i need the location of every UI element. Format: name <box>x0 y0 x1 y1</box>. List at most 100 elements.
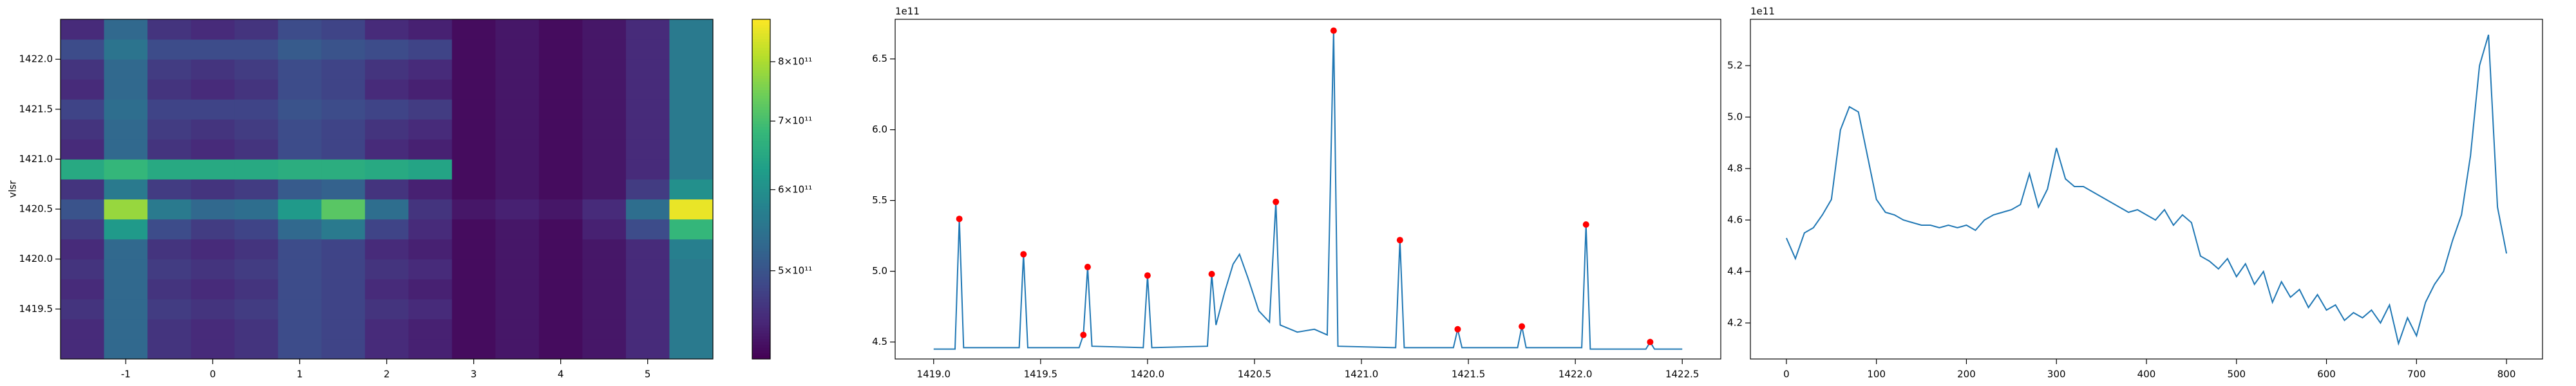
heatmap-cell <box>147 199 192 220</box>
heatmap-cell <box>104 259 148 280</box>
heatmap-cell <box>147 19 192 40</box>
colorbar-swatch <box>752 254 770 258</box>
colorbar-swatch <box>752 345 770 348</box>
heatmap-cell <box>61 279 105 300</box>
colorbar-swatch <box>752 178 770 181</box>
heatmap-cell <box>538 99 583 120</box>
heatmap-cell <box>669 79 714 100</box>
colorbar-swatch <box>752 141 770 145</box>
peak-marker <box>1020 251 1027 258</box>
heatmap-cell <box>669 199 714 220</box>
heatmap-cell <box>191 338 235 360</box>
colorbar-swatch <box>752 158 770 161</box>
colorbar-swatch <box>752 70 770 74</box>
heatmap-cell <box>365 59 409 80</box>
heatmap-cell <box>147 119 192 140</box>
heatmap-cell <box>625 39 670 60</box>
colorbar-swatch <box>752 33 770 37</box>
heatmap-cell <box>625 239 670 260</box>
colorbar-tick-label: 6×10¹¹ <box>778 183 812 195</box>
colorbar-swatch <box>752 240 770 244</box>
colorbar-swatch <box>752 277 770 280</box>
heatmap-cell <box>408 39 453 60</box>
heatmap-cell <box>104 59 148 80</box>
y-tick-label: 4.8 <box>1727 163 1743 174</box>
heatmap-cell <box>538 19 583 40</box>
colorbar-swatch <box>752 220 770 224</box>
heatmap-cell <box>234 59 279 80</box>
colorbar-swatch <box>752 62 770 65</box>
colorbar-swatch <box>752 325 770 329</box>
colorbar-swatch <box>752 313 770 317</box>
colorbar-swatch <box>752 28 770 32</box>
colorbar-swatch <box>752 234 770 238</box>
heatmap-cell <box>278 279 322 300</box>
heatmap-cell <box>669 99 714 120</box>
heatmap-cell <box>451 219 496 240</box>
colorbar-swatch <box>752 64 770 68</box>
heatmap-cell <box>408 318 453 340</box>
heatmap-cell <box>669 259 714 280</box>
colorbar-swatch <box>752 268 770 272</box>
x-tick-label: 500 <box>2227 369 2246 380</box>
heatmap-cell <box>191 99 235 120</box>
heatmap-cell <box>669 119 714 140</box>
colorbar-swatch <box>752 87 770 91</box>
colorbar-swatch <box>752 183 770 187</box>
x-tick-label: 2 <box>384 369 390 380</box>
heatmap-cell <box>104 19 148 40</box>
heatmap-cell <box>321 99 366 120</box>
heatmap-cell <box>191 139 235 160</box>
heatmap-cell <box>234 159 279 179</box>
y-tick-label: 1421.5 <box>19 103 53 115</box>
heatmap-cell <box>191 199 235 220</box>
x-tick-label: 1421.5 <box>1452 369 1486 380</box>
colorbar-swatch <box>752 243 770 246</box>
heatmap-cell <box>365 39 409 60</box>
heatmap-cell <box>669 19 714 40</box>
heatmap-cell <box>451 139 496 160</box>
heatmap-cell <box>61 119 105 140</box>
heatmap-cell <box>365 19 409 40</box>
heatmap-cell <box>147 338 192 360</box>
heatmap-cell <box>321 279 366 300</box>
axes-frame <box>1750 19 2543 360</box>
heatmap-cell <box>278 119 322 140</box>
heatmap-cell <box>625 219 670 240</box>
heatmap-cell <box>191 19 235 40</box>
colorbar-swatch <box>752 279 770 283</box>
heatmap-cell <box>234 39 279 60</box>
heatmap-cell <box>669 179 714 200</box>
heatmap-cell <box>365 219 409 240</box>
heatmap-cell <box>365 119 409 140</box>
colorbar-swatch <box>752 271 770 275</box>
x-tick-label: 800 <box>2497 369 2516 380</box>
colorbar-swatch <box>752 172 770 176</box>
colorbar-swatch <box>752 274 770 277</box>
heatmap-cell <box>234 199 279 220</box>
colorbar-swatch <box>752 53 770 57</box>
heatmap-cell <box>669 219 714 240</box>
heatmap-cell <box>495 119 540 140</box>
heatmap-cell <box>278 318 322 340</box>
heatmap-cell <box>321 219 366 240</box>
heatmap-cell <box>582 338 627 360</box>
heatmap-cell <box>278 338 322 360</box>
heatmap-cell <box>451 299 496 320</box>
heatmap-cell <box>451 179 496 200</box>
colorbar-swatch <box>752 347 770 351</box>
colorbar-swatch <box>752 109 770 113</box>
heatmap-cell <box>147 299 192 320</box>
x-tick-label: 700 <box>2407 369 2426 380</box>
line <box>933 30 1683 350</box>
colorbar-swatch <box>752 107 770 111</box>
heatmap-cell <box>451 338 496 360</box>
heatmap-cell <box>495 259 540 280</box>
heatmap-cell <box>538 39 583 60</box>
heatmap-cell <box>495 139 540 160</box>
colorbar-swatch <box>752 333 770 337</box>
y-tick-label: 5.5 <box>872 194 887 206</box>
colorbar-swatch <box>752 282 770 286</box>
heatmap-cell <box>669 39 714 60</box>
heatmap-cell <box>278 159 322 179</box>
